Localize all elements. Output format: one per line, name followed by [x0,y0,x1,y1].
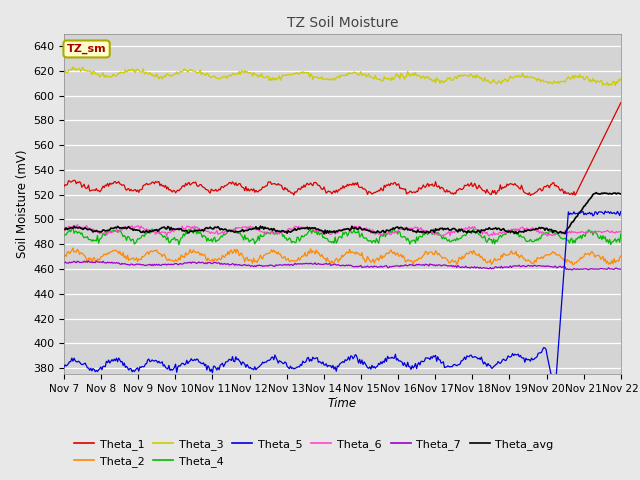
Legend: Theta_1, Theta_2, Theta_3, Theta_4, Theta_5, Theta_6, Theta_7, Theta_avg: Theta_1, Theta_2, Theta_3, Theta_4, Thet… [70,435,558,471]
Text: TZ_sm: TZ_sm [67,44,106,54]
Title: TZ Soil Moisture: TZ Soil Moisture [287,16,398,30]
Y-axis label: Soil Moisture (mV): Soil Moisture (mV) [16,150,29,258]
X-axis label: Time: Time [328,397,357,410]
